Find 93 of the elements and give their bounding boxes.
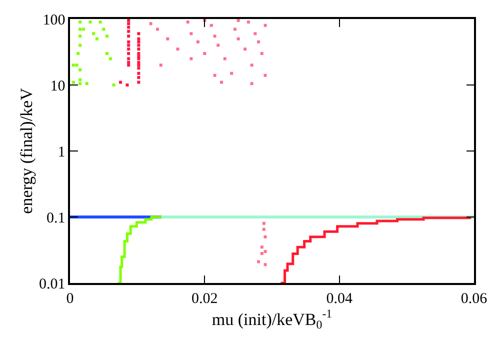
- point: [112, 84, 116, 86]
- x-tick-label: 0.04: [326, 290, 353, 307]
- point: [264, 250, 267, 254]
- point: [137, 44, 140, 47]
- point: [78, 68, 82, 72]
- point: [236, 37, 240, 40]
- point: [95, 37, 98, 40]
- point: [137, 32, 140, 36]
- point: [78, 20, 82, 24]
- point: [137, 80, 140, 84]
- point: [119, 80, 122, 84]
- point: [230, 72, 234, 75]
- point: [257, 40, 260, 44]
- point: [127, 57, 130, 60]
- point: [137, 37, 140, 40]
- point: [213, 74, 216, 77]
- point: [137, 64, 140, 67]
- point: [190, 32, 193, 36]
- x-tick-label: 0.06: [460, 290, 488, 307]
- point: [254, 32, 257, 36]
- point: [127, 44, 130, 47]
- point: [137, 40, 140, 44]
- point: [72, 64, 75, 67]
- point: [98, 20, 102, 24]
- point: [257, 260, 260, 264]
- point: [190, 57, 193, 60]
- point: [127, 52, 130, 56]
- point: [72, 80, 75, 84]
- point: [216, 44, 220, 47]
- point: [137, 52, 140, 56]
- point: [127, 22, 130, 26]
- point: [210, 24, 213, 27]
- point: [260, 246, 264, 249]
- point: [260, 252, 264, 255]
- point: [196, 40, 200, 44]
- point: [76, 52, 80, 56]
- point: [236, 19, 240, 22]
- point: [127, 26, 130, 29]
- point: [102, 28, 106, 31]
- point: [186, 20, 190, 24]
- y-axis-title: energy (final)/keV: [17, 87, 36, 214]
- point: [246, 20, 250, 24]
- x-tick-label: 0.02: [192, 290, 218, 307]
- point: [85, 82, 88, 86]
- point: [78, 82, 82, 86]
- point: [149, 22, 152, 26]
- point: [137, 76, 140, 79]
- point: [126, 84, 129, 86]
- point: [88, 20, 92, 24]
- point: [106, 34, 109, 38]
- point: [260, 52, 264, 56]
- point: [264, 24, 267, 27]
- point: [233, 28, 236, 31]
- point: [108, 57, 112, 60]
- y-tick-label: 0.1: [46, 210, 66, 226]
- point: [75, 64, 78, 67]
- point: [78, 78, 82, 82]
- y-tick-label: 10: [50, 78, 66, 94]
- point: [264, 235, 267, 238]
- point: [176, 48, 180, 51]
- point: [127, 64, 130, 67]
- point: [220, 80, 223, 84]
- point: [262, 222, 266, 225]
- point: [166, 37, 170, 40]
- point: [264, 263, 267, 266]
- point: [127, 34, 130, 38]
- point: [262, 228, 266, 231]
- point: [250, 64, 254, 67]
- point: [92, 32, 96, 36]
- point: [137, 66, 140, 70]
- point: [127, 30, 130, 33]
- y-tick-label: 0.01: [39, 276, 66, 292]
- point: [137, 48, 140, 51]
- point: [78, 34, 82, 38]
- point: [78, 44, 82, 47]
- point: [250, 82, 254, 86]
- point: [127, 19, 130, 22]
- point: [78, 28, 82, 31]
- point: [213, 34, 216, 38]
- point: [156, 28, 160, 31]
- point: [82, 28, 85, 31]
- point: [244, 48, 247, 51]
- y-tick-label: 100: [42, 12, 66, 28]
- point: [264, 74, 267, 77]
- point: [137, 72, 140, 75]
- point: [106, 52, 109, 56]
- point: [127, 48, 130, 51]
- point: [127, 40, 130, 44]
- point: [223, 57, 226, 60]
- point: [159, 64, 162, 67]
- point: [203, 52, 206, 56]
- y-tick-label: 1: [58, 144, 66, 160]
- x-tick-label: 0: [66, 290, 74, 307]
